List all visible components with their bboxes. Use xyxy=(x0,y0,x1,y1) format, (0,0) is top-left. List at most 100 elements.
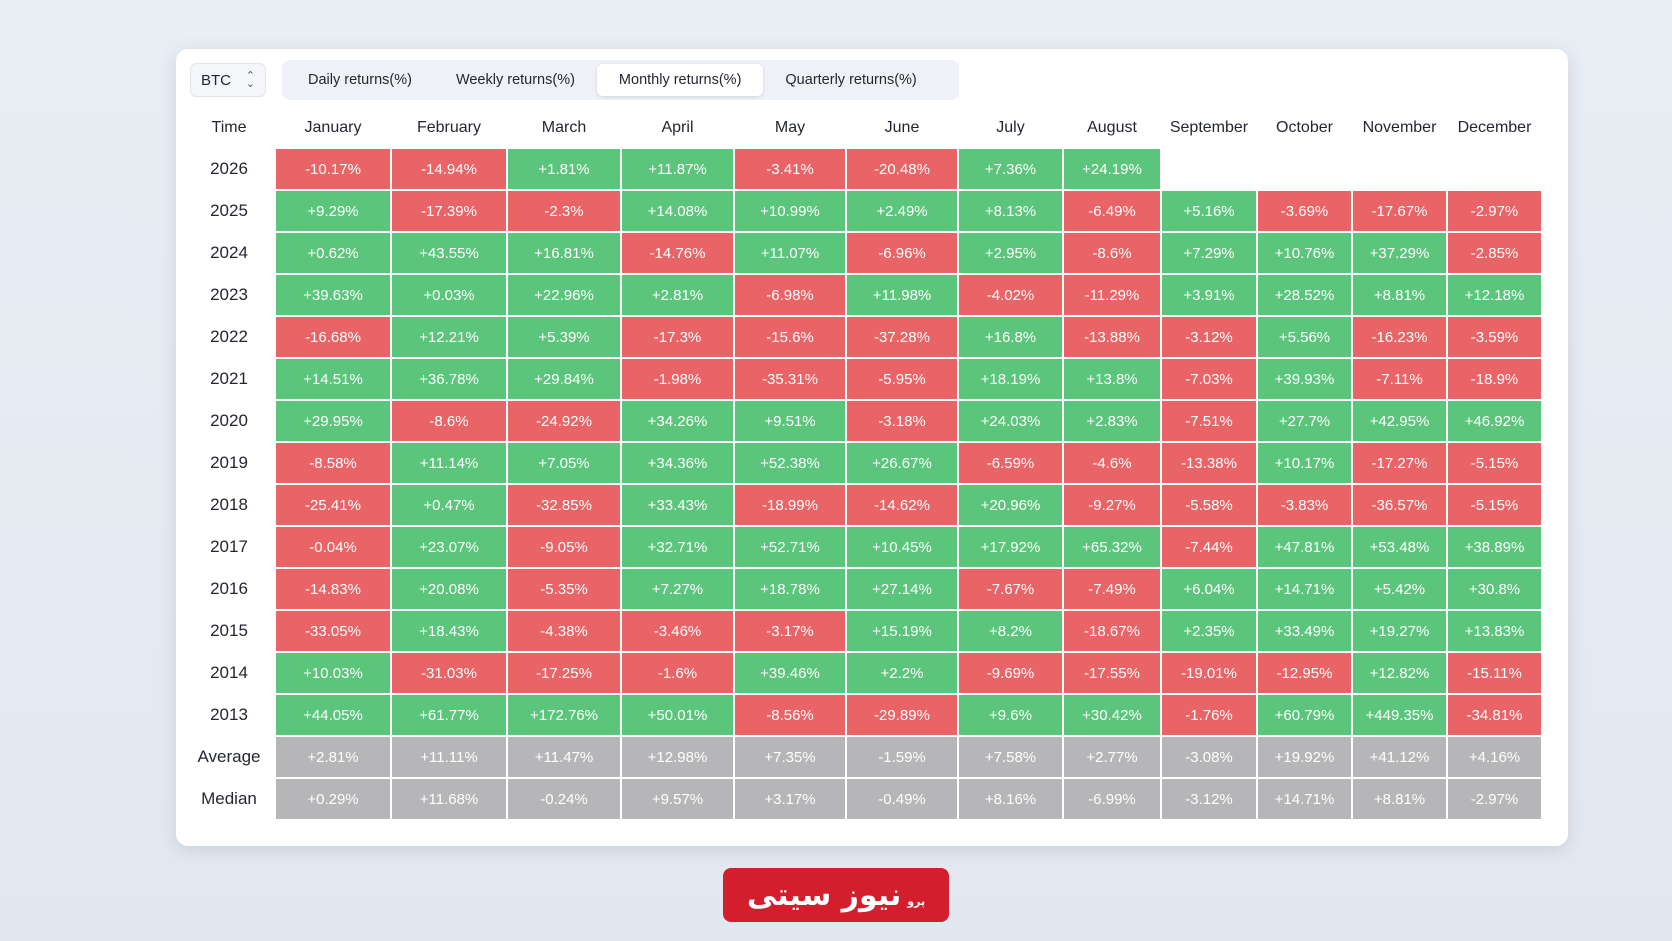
return-cell xyxy=(1162,149,1256,189)
return-cell: +18.43% xyxy=(392,611,506,651)
return-cell: -14.94% xyxy=(392,149,506,189)
return-cell: +12.98% xyxy=(622,737,733,777)
return-cell: +11.07% xyxy=(735,233,845,273)
row-label: Average xyxy=(197,747,261,766)
return-cell: -33.05% xyxy=(276,611,390,651)
return-cell: +13.83% xyxy=(1448,611,1541,651)
return-cell: -6.98% xyxy=(735,275,845,315)
logo-text: نیوز سیتی xyxy=(746,877,902,913)
return-cell: -4.02% xyxy=(959,275,1062,315)
column-header-may: May xyxy=(774,118,806,136)
return-cell: +42.95% xyxy=(1353,401,1446,441)
table-row: 2017 -0.04% +23.07% -9.05% +32.71% +52.71% +10… xyxy=(184,527,1541,567)
tab-monthly-returns[interactable]: Monthly returns(%) xyxy=(596,64,764,96)
monthly-returns-table: Time January February March April May June July… xyxy=(182,106,1543,821)
return-cell: +8.2% xyxy=(959,611,1062,651)
return-cell: -32.85% xyxy=(508,485,620,525)
return-cell: -5.95% xyxy=(847,359,957,399)
return-cell: +29.84% xyxy=(508,359,620,399)
return-cell: -7.44% xyxy=(1162,527,1256,567)
return-cell: -15.11% xyxy=(1448,653,1541,693)
return-cell: -29.89% xyxy=(847,695,957,735)
return-cell: +6.04% xyxy=(1162,569,1256,609)
tab-weekly-returns[interactable]: Weekly returns(%) xyxy=(455,72,575,88)
return-cell: -11.29% xyxy=(1064,275,1160,315)
row-label: 2014 xyxy=(210,663,248,682)
row-label: 2015 xyxy=(210,621,248,640)
return-cell: +19.92% xyxy=(1258,737,1351,777)
return-cell: +53.48% xyxy=(1353,527,1446,567)
return-cell: +0.29% xyxy=(276,779,390,819)
return-cell: +28.52% xyxy=(1258,275,1351,315)
return-cell: -14.62% xyxy=(847,485,957,525)
return-cell: -6.59% xyxy=(959,443,1062,483)
return-cell: -0.04% xyxy=(276,527,390,567)
return-cell: +52.71% xyxy=(735,527,845,567)
return-cell: -24.92% xyxy=(508,401,620,441)
return-cell: +2.49% xyxy=(847,191,957,231)
row-label: 2026 xyxy=(210,159,248,178)
return-cell: +29.95% xyxy=(276,401,390,441)
row-label: 2023 xyxy=(210,285,248,304)
return-cell: +61.77% xyxy=(392,695,506,735)
return-cell: +15.19% xyxy=(847,611,957,651)
return-cell: +33.49% xyxy=(1258,611,1351,651)
return-cell: +14.08% xyxy=(622,191,733,231)
return-cell: +26.67% xyxy=(847,443,957,483)
return-cell: +449.35% xyxy=(1353,695,1446,735)
return-cell: +172.76% xyxy=(508,695,620,735)
column-header-august: August xyxy=(1087,118,1137,136)
return-cell: -3.59% xyxy=(1448,317,1541,357)
return-cell: +2.77% xyxy=(1064,737,1160,777)
return-cell: +18.78% xyxy=(735,569,845,609)
row-label: 2013 xyxy=(210,705,248,724)
return-cell: -3.46% xyxy=(622,611,733,651)
returns-tabs: Daily returns(%) Weekly returns(%) Month… xyxy=(282,60,959,100)
return-cell: +20.96% xyxy=(959,485,1062,525)
return-cell: +33.43% xyxy=(622,485,733,525)
return-cell: -31.03% xyxy=(392,653,506,693)
return-cell: +0.62% xyxy=(276,233,390,273)
return-cell: +7.29% xyxy=(1162,233,1256,273)
news-city-logo: نیوز سیتی پرو xyxy=(723,868,949,922)
return-cell: +17.92% xyxy=(959,527,1062,567)
return-cell: -3.12% xyxy=(1162,317,1256,357)
return-cell: +11.47% xyxy=(508,737,620,777)
column-header-july: July xyxy=(996,118,1025,136)
table-row: 2014 +10.03% -31.03% -17.25% -1.6% +39.46% +2.… xyxy=(184,653,1541,693)
return-cell: -2.3% xyxy=(508,191,620,231)
return-cell: +2.95% xyxy=(959,233,1062,273)
return-cell: -14.76% xyxy=(622,233,733,273)
return-cell: -5.15% xyxy=(1448,485,1541,525)
return-cell: +34.36% xyxy=(622,443,733,483)
column-header-time: Time xyxy=(211,118,247,136)
row-label: 2021 xyxy=(210,369,248,388)
return-cell: -7.03% xyxy=(1162,359,1256,399)
column-header-november: November xyxy=(1362,118,1437,136)
return-cell: -0.24% xyxy=(508,779,620,819)
return-cell: -8.58% xyxy=(276,443,390,483)
return-cell: +22.96% xyxy=(508,275,620,315)
table-row: 2021 +14.51% +36.78% +29.84% -1.98% -35.31% -5… xyxy=(184,359,1541,399)
return-cell: -1.76% xyxy=(1162,695,1256,735)
row-label: 2020 xyxy=(210,411,248,430)
tab-daily-returns[interactable]: Daily returns(%) xyxy=(308,72,412,88)
return-cell: +12.18% xyxy=(1448,275,1541,315)
return-cell: -2.97% xyxy=(1448,779,1541,819)
summary-row: Average +2.81% +11.11% +11.47% +12.98% +7.35%… xyxy=(184,737,1541,777)
return-cell: -17.67% xyxy=(1353,191,1446,231)
return-cell: +30.8% xyxy=(1448,569,1541,609)
table-row: 2015 -33.05% +18.43% -4.38% -3.46% -3.17% +15.… xyxy=(184,611,1541,651)
return-cell: +65.32% xyxy=(1064,527,1160,567)
return-cell: -19.01% xyxy=(1162,653,1256,693)
coin-selector[interactable]: BTC ⌃ ⌄ xyxy=(190,63,266,97)
return-cell: -5.35% xyxy=(508,569,620,609)
return-cell: -6.49% xyxy=(1064,191,1160,231)
return-cell: -1.59% xyxy=(847,737,957,777)
return-cell xyxy=(1353,149,1446,189)
tab-quarterly-returns[interactable]: Quarterly returns(%) xyxy=(785,72,917,88)
return-cell: +2.83% xyxy=(1064,401,1160,441)
return-cell: +39.93% xyxy=(1258,359,1351,399)
return-cell: -7.49% xyxy=(1064,569,1160,609)
return-cell: +2.35% xyxy=(1162,611,1256,651)
